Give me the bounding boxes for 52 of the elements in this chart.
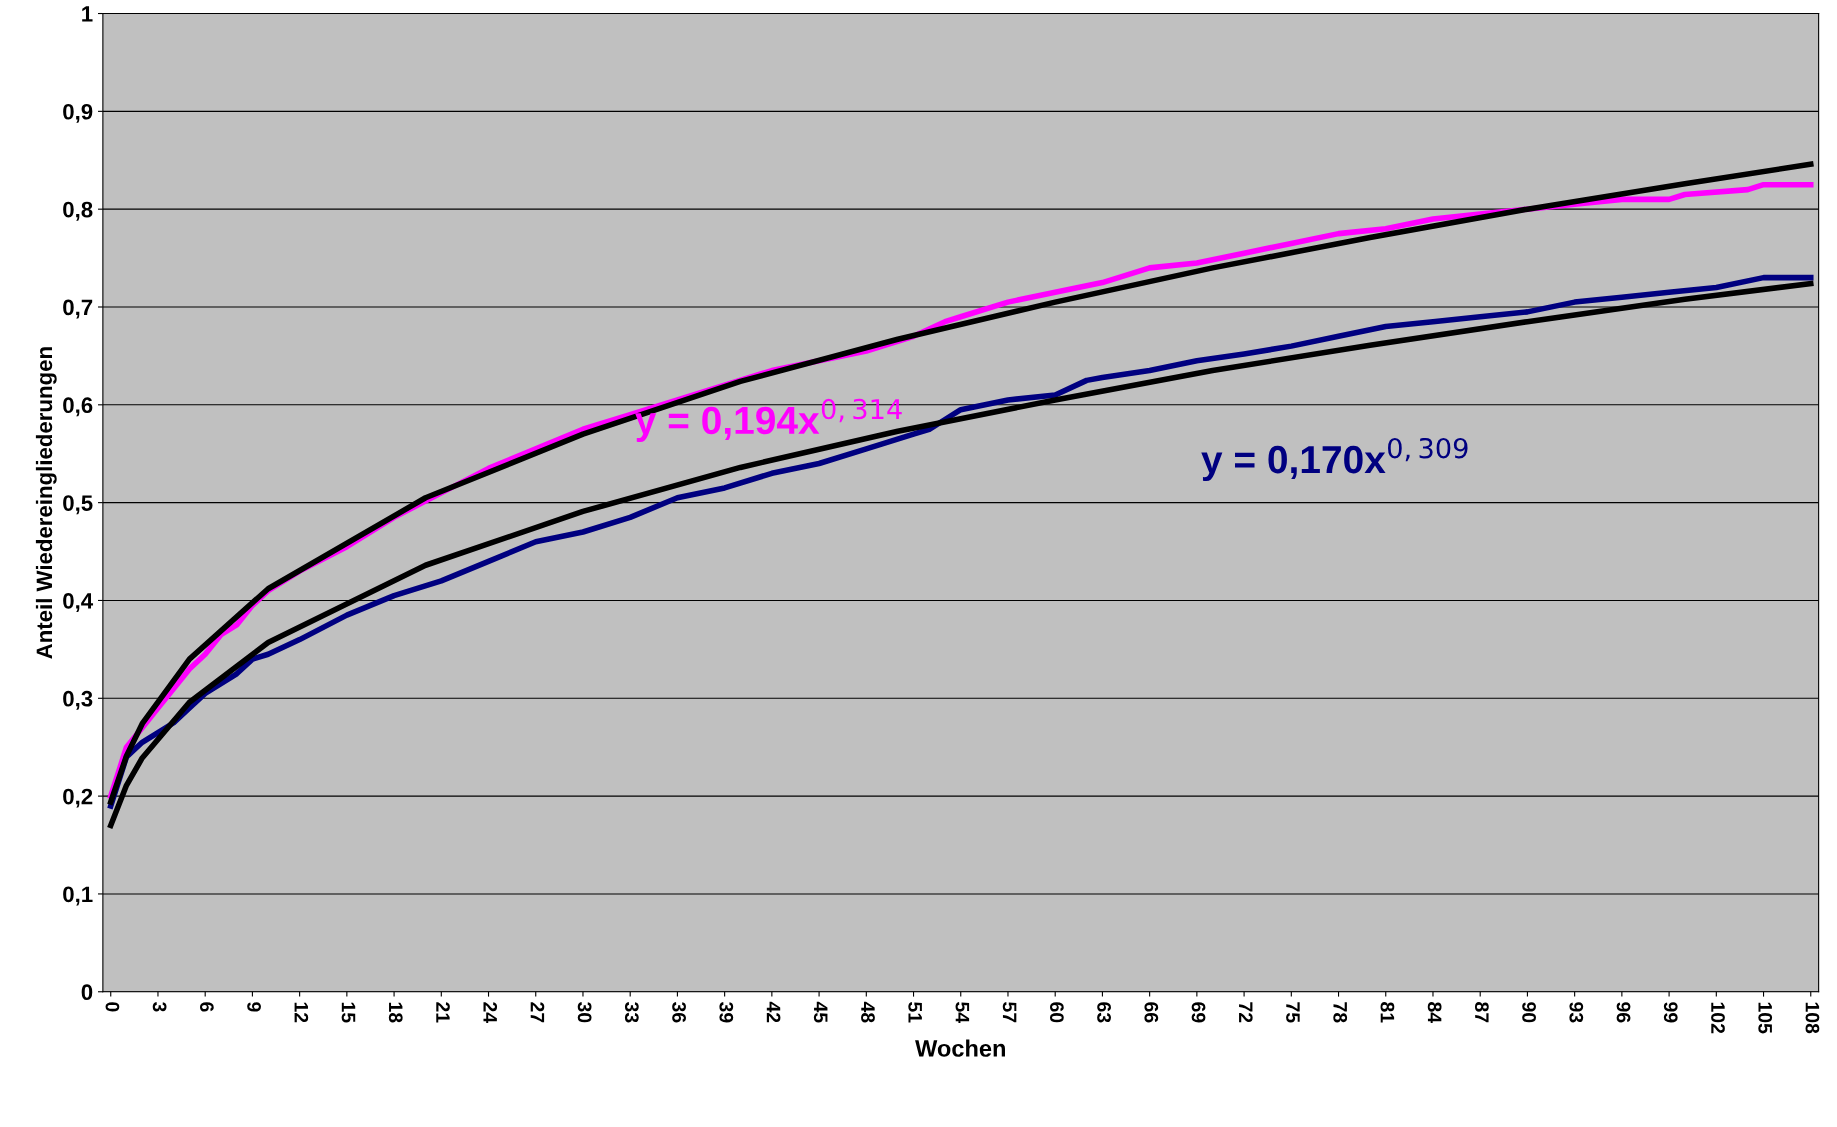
- x-tick-label: 51: [908, 1002, 922, 1023]
- x-tick-label: 12: [294, 1002, 309, 1023]
- x-tick-label: 93: [1569, 1002, 1584, 1023]
- y-tick-label: 0,6: [63, 397, 93, 417]
- y-tick-label: 0,9: [63, 103, 93, 123]
- x-tick-label: 60: [1049, 1002, 1064, 1023]
- x-tick-label: 99: [1663, 1002, 1678, 1023]
- x-tick-label: 39: [719, 1001, 734, 1023]
- y-tick-label: 0,7: [63, 299, 93, 319]
- y-tick-label: 0,1: [63, 886, 93, 906]
- x-tick-label: 21: [436, 1002, 450, 1023]
- x-tick-label: 3: [152, 1001, 167, 1012]
- x-tick-label: 108: [1805, 1002, 1820, 1034]
- x-tick-label: 36: [672, 1001, 686, 1023]
- x-tick-label: 57: [1002, 1002, 1017, 1023]
- y-axis-title: Anteil Wiedereingliederungen: [35, 347, 57, 659]
- y-tick-label: 0,5: [63, 495, 93, 515]
- x-tick-label: 72: [1239, 1002, 1253, 1023]
- x-tick-label: 54: [955, 1002, 970, 1024]
- x-tick-label: 0: [105, 1002, 120, 1012]
- y-tick-label: 0,3: [63, 690, 93, 710]
- x-tick-label: 27: [530, 1002, 545, 1023]
- y-tick-label: 1: [82, 6, 93, 22]
- x-tick-label: 87: [1474, 1002, 1489, 1023]
- x-tick-label: 66: [1144, 1002, 1159, 1023]
- x-tick-label: 102: [1711, 1002, 1725, 1034]
- y-tick-label: 0,2: [63, 788, 93, 808]
- x-axis-title: Wochen: [915, 1039, 1005, 1057]
- x-tick-label: 42: [766, 1001, 781, 1023]
- x-tick-label: 45: [813, 1001, 828, 1023]
- x-tick-label: 6: [199, 1002, 214, 1012]
- y-tick-label: 0,4: [63, 593, 94, 612]
- x-tick-label: 30: [577, 1001, 592, 1023]
- x-tick-label: 63: [1097, 1002, 1111, 1023]
- x-tick-label: 48: [861, 1001, 875, 1023]
- x-tick-label: 24: [483, 1002, 498, 1024]
- x-tick-label: 33: [624, 1001, 639, 1023]
- x-tick-label: 69: [1191, 1002, 1206, 1023]
- y-tick-label: 0,8: [63, 201, 93, 221]
- x-tick-label: 15: [341, 1002, 356, 1023]
- x-tick-label: 9: [247, 1002, 261, 1012]
- x-tick-label: 105: [1758, 1002, 1773, 1034]
- annotation: y = 0,170x$^{0,309}$: [1201, 437, 1468, 482]
- x-tick-label: 90: [1522, 1002, 1536, 1023]
- x-tick-label: 96: [1616, 1002, 1631, 1023]
- x-tick-label: 75: [1286, 1002, 1300, 1023]
- x-tick-label: 78: [1333, 1002, 1348, 1023]
- x-tick-label: 84: [1427, 1002, 1442, 1024]
- x-tick-label: 81: [1380, 1002, 1395, 1023]
- x-tick-label: 18: [388, 1002, 403, 1023]
- y-tick-label: 0: [81, 984, 93, 1001]
- annotation: y = 0,194x$^{0,314}$: [635, 398, 902, 442]
